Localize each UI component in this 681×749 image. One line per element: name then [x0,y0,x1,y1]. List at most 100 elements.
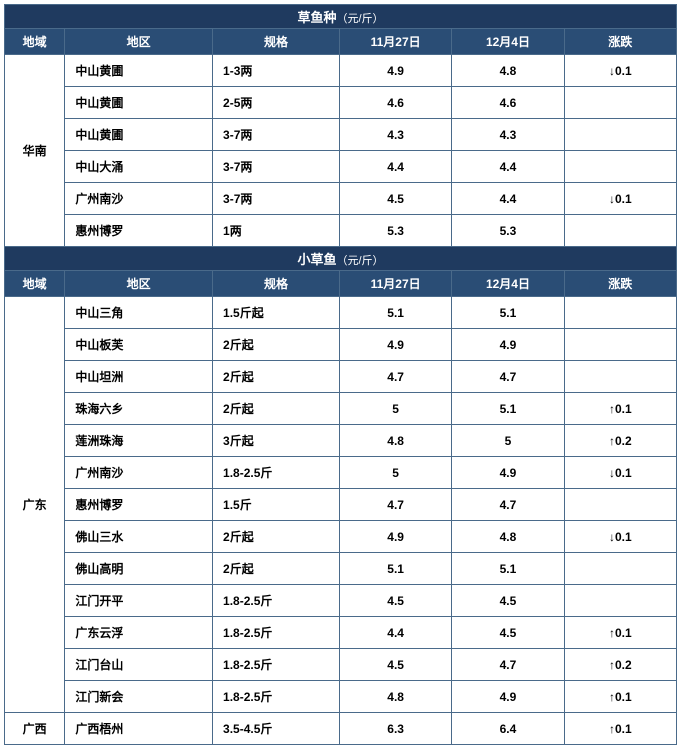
date1-cell: 4.9 [339,55,451,87]
table-row: 惠州博罗1.5斤4.74.7 [5,489,677,521]
area-cell: 中山黄圃 [65,55,213,87]
table-row: 中山黄圃3-7两4.34.3 [5,119,677,151]
table-row: 江门台山1.8-2.5斤4.54.7↑0.2 [5,649,677,681]
change-cell: ↓0.1 [564,55,676,87]
spec-cell: 2斤起 [213,393,340,425]
date1-cell: 4.4 [339,151,451,183]
change-cell [564,151,676,183]
table-row: 广西广西梧州3.5-4.5斤6.36.4↑0.1 [5,713,677,745]
area-cell: 广州南沙 [65,457,213,489]
area-cell: 佛山三水 [65,521,213,553]
column-header: 涨跌 [564,271,676,297]
area-cell: 珠海六乡 [65,393,213,425]
table-row: 广东云浮1.8-2.5斤4.44.5↑0.1 [5,617,677,649]
date1-cell: 4.7 [339,361,451,393]
change-cell [564,489,676,521]
date2-cell: 5 [452,425,564,457]
date2-cell: 4.5 [452,585,564,617]
date2-cell: 4.9 [452,329,564,361]
date1-cell: 4.5 [339,649,451,681]
date2-cell: 4.7 [452,489,564,521]
table-row: 中山坦洲2斤起4.74.7 [5,361,677,393]
date1-cell: 4.4 [339,617,451,649]
spec-cell: 3斤起 [213,425,340,457]
date1-cell: 4.9 [339,521,451,553]
date2-cell: 4.9 [452,457,564,489]
date1-cell: 5 [339,457,451,489]
area-cell: 广东云浮 [65,617,213,649]
spec-cell: 1.5斤起 [213,297,340,329]
area-cell: 中山大涌 [65,151,213,183]
date1-cell: 5.1 [339,297,451,329]
region-cell: 华南 [5,55,65,247]
area-cell: 莲洲珠海 [65,425,213,457]
spec-cell: 2斤起 [213,329,340,361]
change-cell [564,329,676,361]
date2-cell: 6.4 [452,713,564,745]
change-cell [564,585,676,617]
date1-cell: 5.1 [339,553,451,585]
table-row: 广东中山三角1.5斤起5.15.1 [5,297,677,329]
table-row: 佛山高明2斤起5.15.1 [5,553,677,585]
change-cell [564,553,676,585]
area-cell: 惠州博罗 [65,489,213,521]
table-row: 江门新会1.8-2.5斤4.84.9↑0.1 [5,681,677,713]
area-cell: 江门台山 [65,649,213,681]
spec-cell: 3-7两 [213,119,340,151]
spec-cell: 1.8-2.5斤 [213,585,340,617]
change-cell [564,297,676,329]
date1-cell: 4.6 [339,87,451,119]
change-cell: ↑0.1 [564,393,676,425]
area-cell: 江门开平 [65,585,213,617]
section-unit: （元/斤） [336,255,383,267]
spec-cell: 1.8-2.5斤 [213,649,340,681]
spec-cell: 1-3两 [213,55,340,87]
section-unit: （元/斤） [336,13,383,25]
region-cell: 广西 [5,713,65,745]
area-cell: 中山黄圃 [65,119,213,151]
spec-cell: 1.8-2.5斤 [213,617,340,649]
table-row: 广州南沙3-7两4.54.4↓0.1 [5,183,677,215]
date1-cell: 6.3 [339,713,451,745]
date1-cell: 4.5 [339,183,451,215]
spec-cell: 2-5两 [213,87,340,119]
change-cell: ↑0.1 [564,617,676,649]
column-header: 地区 [65,29,213,55]
change-cell: ↑0.1 [564,681,676,713]
change-cell [564,87,676,119]
price-table: 草鱼种（元/斤）地域地区规格11月27日12月4日涨跌华南中山黄圃1-3两4.9… [4,4,677,745]
area-cell: 广西梧州 [65,713,213,745]
date2-cell: 5.3 [452,215,564,247]
date2-cell: 5.1 [452,393,564,425]
date2-cell: 4.7 [452,649,564,681]
change-cell: ↑0.2 [564,425,676,457]
date1-cell: 4.3 [339,119,451,151]
table-row: 华南中山黄圃1-3两4.94.8↓0.1 [5,55,677,87]
change-cell [564,361,676,393]
section-title-text: 小草鱼 [297,252,336,267]
area-cell: 中山坦洲 [65,361,213,393]
area-cell: 广州南沙 [65,183,213,215]
column-header: 12月4日 [452,271,564,297]
area-cell: 中山黄圃 [65,87,213,119]
area-cell: 惠州博罗 [65,215,213,247]
date2-cell: 5.1 [452,553,564,585]
table-row: 中山大涌3-7两4.44.4 [5,151,677,183]
area-cell: 佛山高明 [65,553,213,585]
spec-cell: 2斤起 [213,521,340,553]
date2-cell: 4.3 [452,119,564,151]
date2-cell: 4.4 [452,151,564,183]
column-header: 地域 [5,271,65,297]
column-header: 地区 [65,271,213,297]
table-row: 中山板芙2斤起4.94.9 [5,329,677,361]
spec-cell: 2斤起 [213,553,340,585]
table-row: 惠州博罗1两5.35.3 [5,215,677,247]
section-title-text: 草鱼种 [297,10,336,25]
date1-cell: 4.5 [339,585,451,617]
region-cell: 广东 [5,297,65,713]
change-cell: ↓0.1 [564,183,676,215]
date1-cell: 4.9 [339,329,451,361]
date2-cell: 4.8 [452,55,564,87]
change-cell [564,215,676,247]
table-row: 中山黄圃2-5两4.64.6 [5,87,677,119]
